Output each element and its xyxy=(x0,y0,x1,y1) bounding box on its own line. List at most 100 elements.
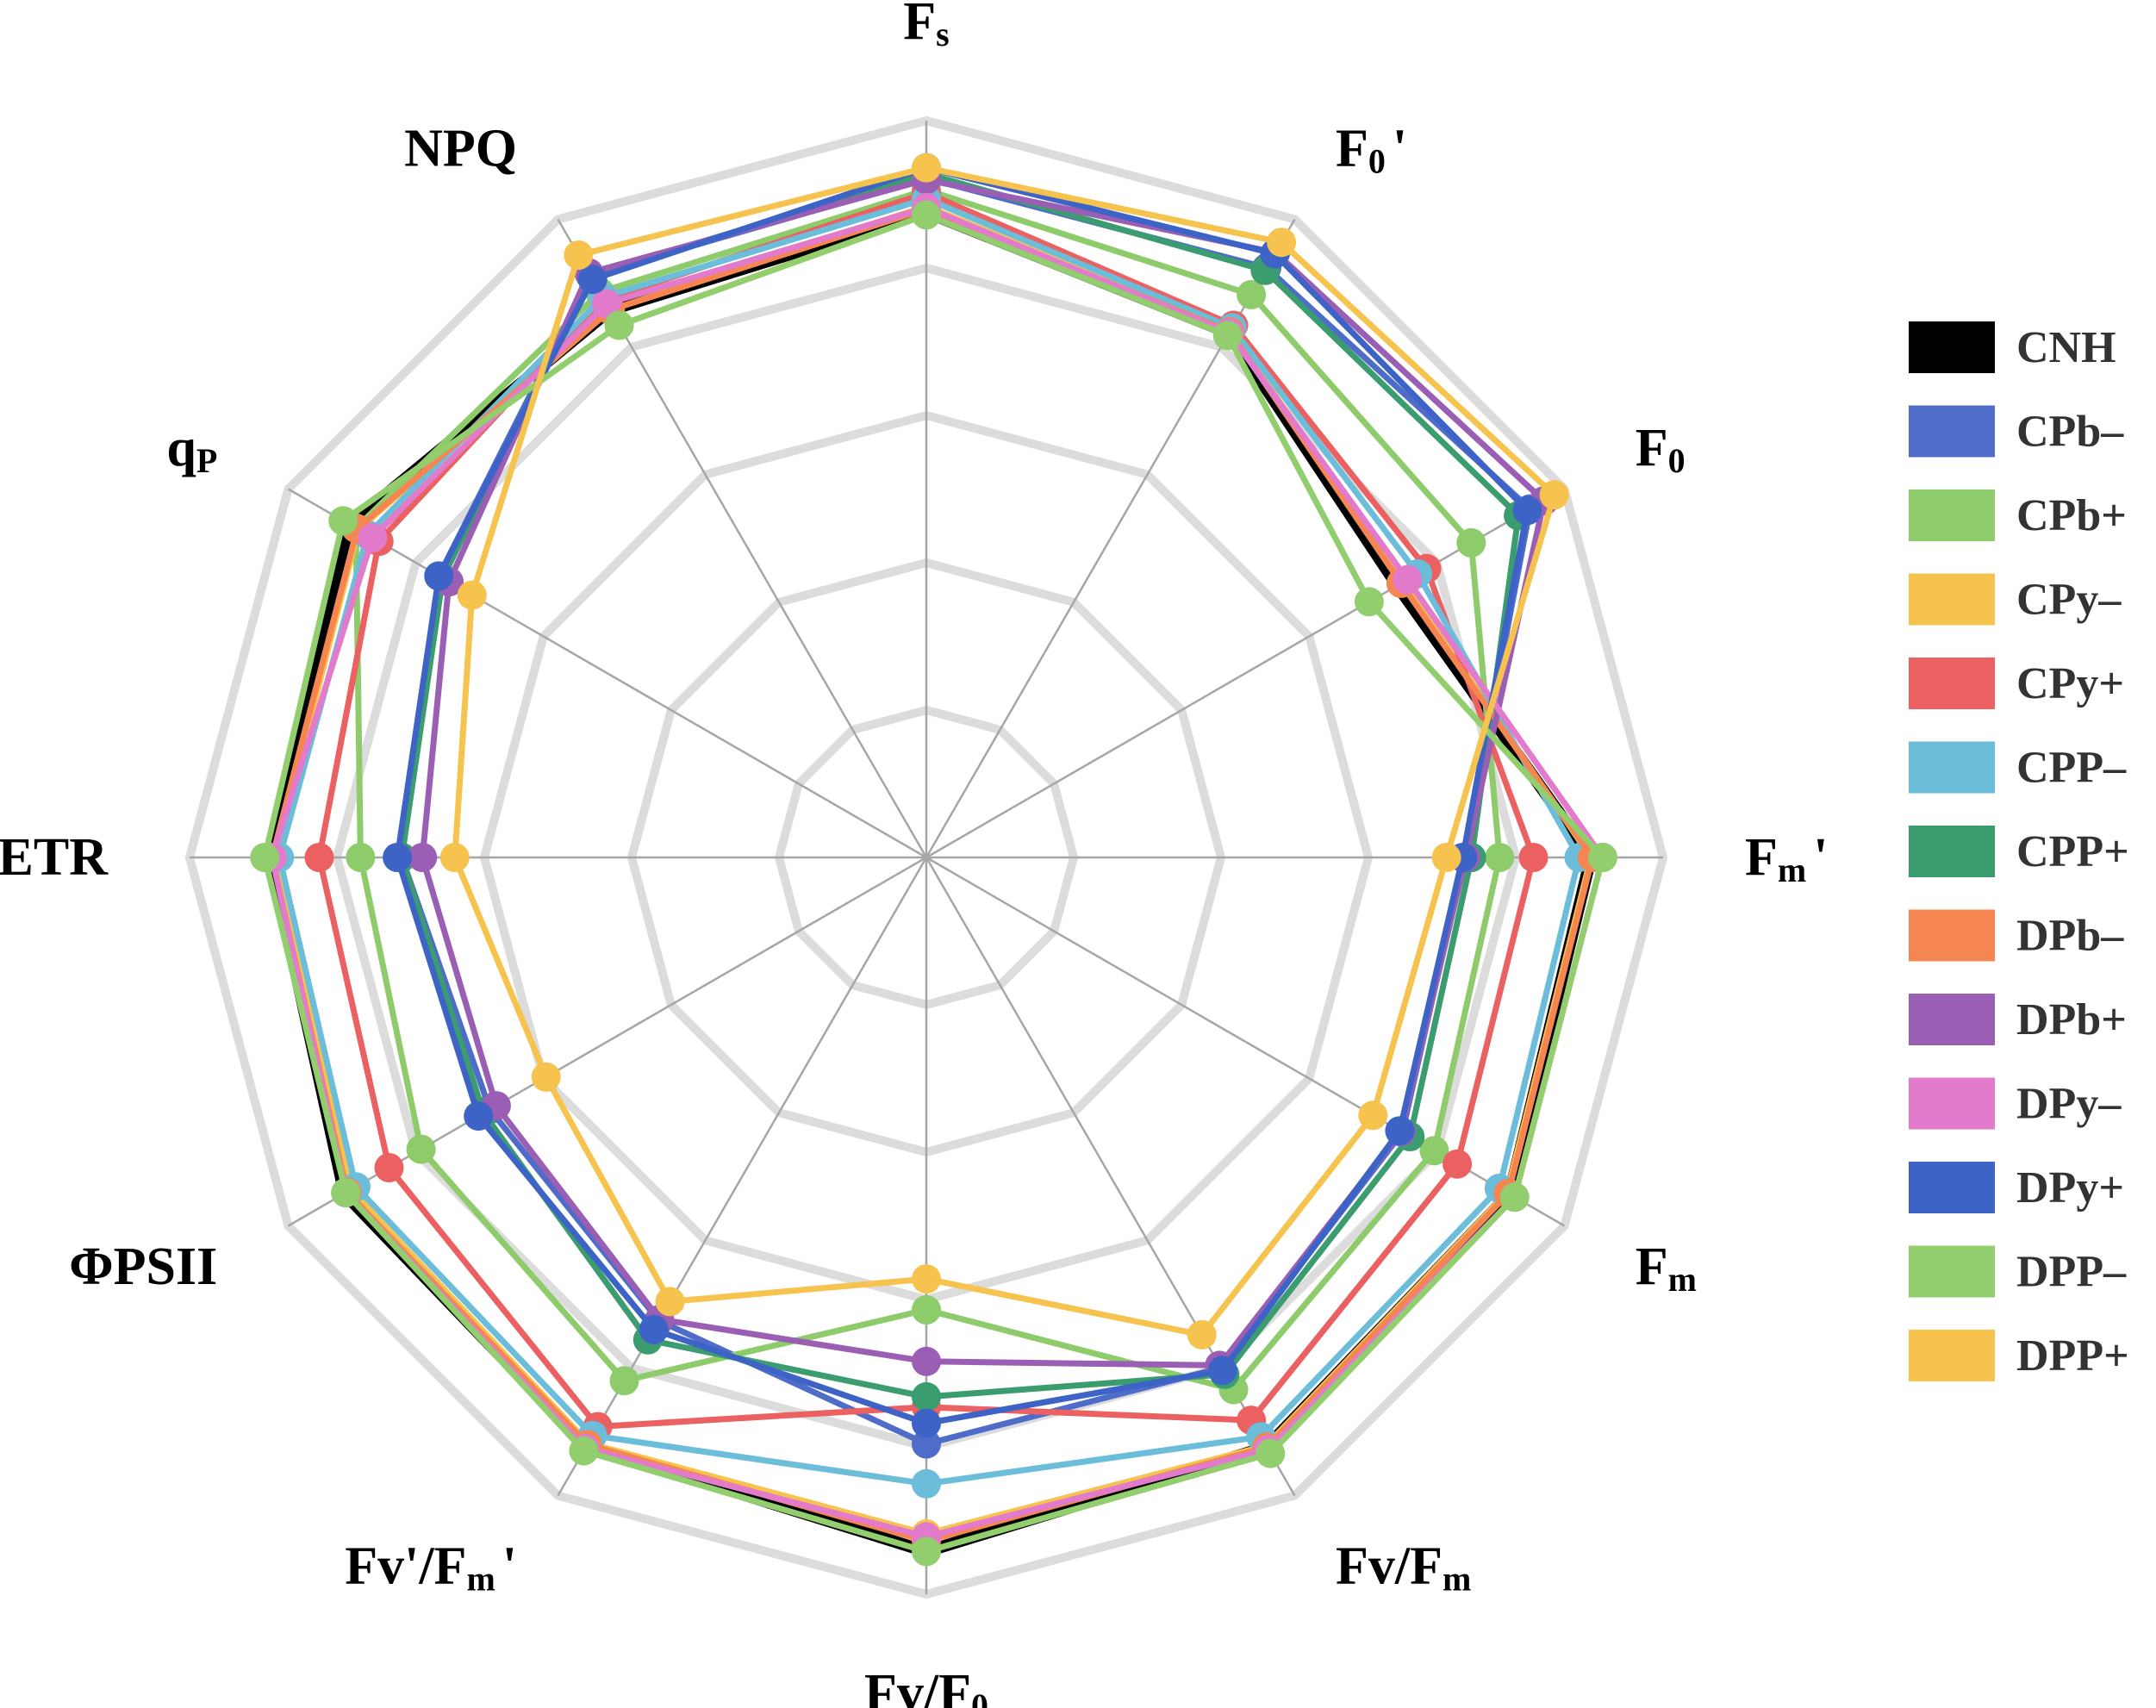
axis-label-sub: m xyxy=(1668,1260,1697,1299)
data-point xyxy=(464,1101,494,1131)
legend-swatch xyxy=(1909,1330,1995,1381)
data-point xyxy=(383,843,413,872)
axis-label-suffix: ' xyxy=(502,1537,517,1596)
data-point xyxy=(346,843,376,872)
legend-label: CPy+ xyxy=(2016,659,2124,708)
axis-label-main: NPQ xyxy=(404,119,517,178)
data-point xyxy=(1267,228,1297,258)
legend-label: DPy– xyxy=(2016,1080,2122,1129)
legend-swatch xyxy=(1909,1077,1995,1130)
legend-label: CPP– xyxy=(2016,744,2127,793)
data-point xyxy=(1354,587,1384,617)
data-point xyxy=(1385,1116,1415,1146)
data-point xyxy=(655,1287,685,1317)
data-point xyxy=(1187,1319,1217,1350)
legend-label: DPb+ xyxy=(2016,995,2127,1044)
legend-swatch xyxy=(1909,573,1995,626)
axis-label-main: Fv/F xyxy=(864,1664,971,1708)
data-point xyxy=(1237,279,1267,309)
axis-label: Fs xyxy=(903,0,949,53)
data-point xyxy=(457,580,487,610)
axis-label-main: ETR xyxy=(0,828,109,887)
axis-label-main: ΦPSII xyxy=(69,1237,217,1296)
data-point xyxy=(1393,564,1423,595)
axis-label-sub: 0 xyxy=(1368,141,1386,180)
axis-label-main: F xyxy=(903,0,936,51)
axis-label: Fm xyxy=(1636,1237,1697,1299)
data-point xyxy=(1499,1182,1530,1212)
axis-label: qP xyxy=(166,419,217,480)
data-point xyxy=(1518,843,1548,872)
axis-spoke xyxy=(287,488,927,859)
data-point xyxy=(439,843,470,872)
data-point xyxy=(912,1468,941,1499)
data-point xyxy=(406,1134,436,1164)
axis-label-main: F xyxy=(1336,119,1368,178)
data-point xyxy=(1212,321,1243,351)
legend-label: CPP+ xyxy=(2016,827,2129,876)
data-point xyxy=(912,1346,941,1376)
legend-swatch xyxy=(1909,826,1995,877)
data-point xyxy=(577,265,608,295)
legend-label: CPb– xyxy=(2016,408,2124,457)
legend-swatch xyxy=(1909,489,1995,541)
data-point xyxy=(1485,843,1515,872)
axis-label: Fv'/Fm ' xyxy=(345,1537,517,1599)
data-point xyxy=(912,1537,941,1567)
axis-label-main: q xyxy=(166,419,196,477)
axis-label-suffix: ' xyxy=(1813,828,1828,887)
data-point xyxy=(408,843,438,872)
axis-label-sub: 0 xyxy=(971,1686,988,1708)
legend-label: CPy– xyxy=(2016,576,2122,625)
data-point xyxy=(424,561,454,591)
axis-label-sub: m xyxy=(466,1560,495,1599)
legend-swatch xyxy=(1909,658,1995,709)
axis-label: Fv/Fm xyxy=(1336,1537,1471,1599)
data-point xyxy=(374,1153,404,1182)
data-point xyxy=(1587,843,1617,872)
axis-spoke xyxy=(925,488,1566,859)
data-point xyxy=(1256,1438,1286,1468)
data-point xyxy=(331,1178,361,1207)
axis-label: F0 ' xyxy=(1336,119,1407,180)
data-point xyxy=(1207,1356,1237,1386)
data-point xyxy=(1358,1100,1388,1131)
axis-label-sub: P xyxy=(196,441,217,480)
axis-label: Fm ' xyxy=(1745,828,1828,889)
data-point xyxy=(912,1408,941,1438)
legend-swatch xyxy=(1909,909,1995,962)
data-point xyxy=(1419,1136,1449,1166)
data-point xyxy=(912,1381,941,1412)
axis-label-sub: m xyxy=(1443,1560,1471,1599)
axis-label-suffix: ' xyxy=(1393,119,1407,178)
legend-label: CPb+ xyxy=(2016,491,2127,540)
series-DPP+ xyxy=(439,153,1569,1350)
data-point xyxy=(1539,480,1569,510)
data-point xyxy=(304,843,334,872)
data-point xyxy=(912,1429,941,1459)
data-point xyxy=(1456,527,1486,558)
data-point xyxy=(912,153,941,183)
legend: CNH CPb– CPb+ CPy– CPy+ CPP– CPP+ DPb– DPb+ DPy– D… xyxy=(1909,321,2129,1381)
data-point xyxy=(912,1295,941,1325)
data-point xyxy=(1431,843,1461,872)
data-point xyxy=(569,1436,599,1466)
axis-label: ΦPSII xyxy=(69,1237,217,1296)
data-point xyxy=(358,522,388,552)
axis-label: ETR xyxy=(0,828,109,887)
series-DPP– xyxy=(250,200,1617,1567)
axis-label: F0 xyxy=(1636,419,1686,480)
legend-swatch xyxy=(1909,994,1995,1045)
legend-label: DPb– xyxy=(2016,912,2124,961)
axis-label: Fv/F0 xyxy=(864,1664,988,1708)
data-point xyxy=(591,289,621,319)
legend-swatch xyxy=(1909,1162,1995,1213)
legend-label: DPy+ xyxy=(2016,1163,2124,1212)
legend-swatch xyxy=(1909,321,1995,373)
data-point xyxy=(250,843,280,872)
data-point xyxy=(609,1366,639,1396)
legend-label: CNH xyxy=(2016,323,2116,372)
axis-label-main: F xyxy=(1745,828,1778,887)
